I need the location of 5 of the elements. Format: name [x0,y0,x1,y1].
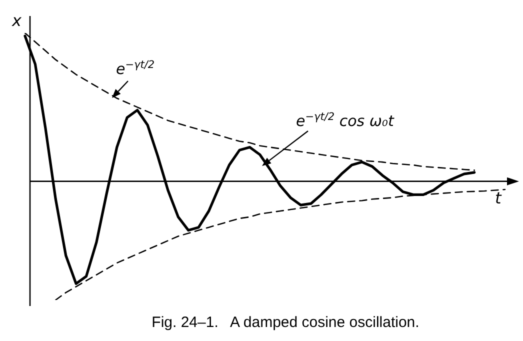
x-axis-title: t [495,188,502,208]
annotation: e$^{−γt/2}$ [116,59,155,78]
y-axis-title: x [11,11,22,30]
caption: Fig. 24–1. A damped cosine oscillation. [150,314,420,331]
annotation: e$^{−γt/2}$ cos ω₀t [296,111,395,130]
